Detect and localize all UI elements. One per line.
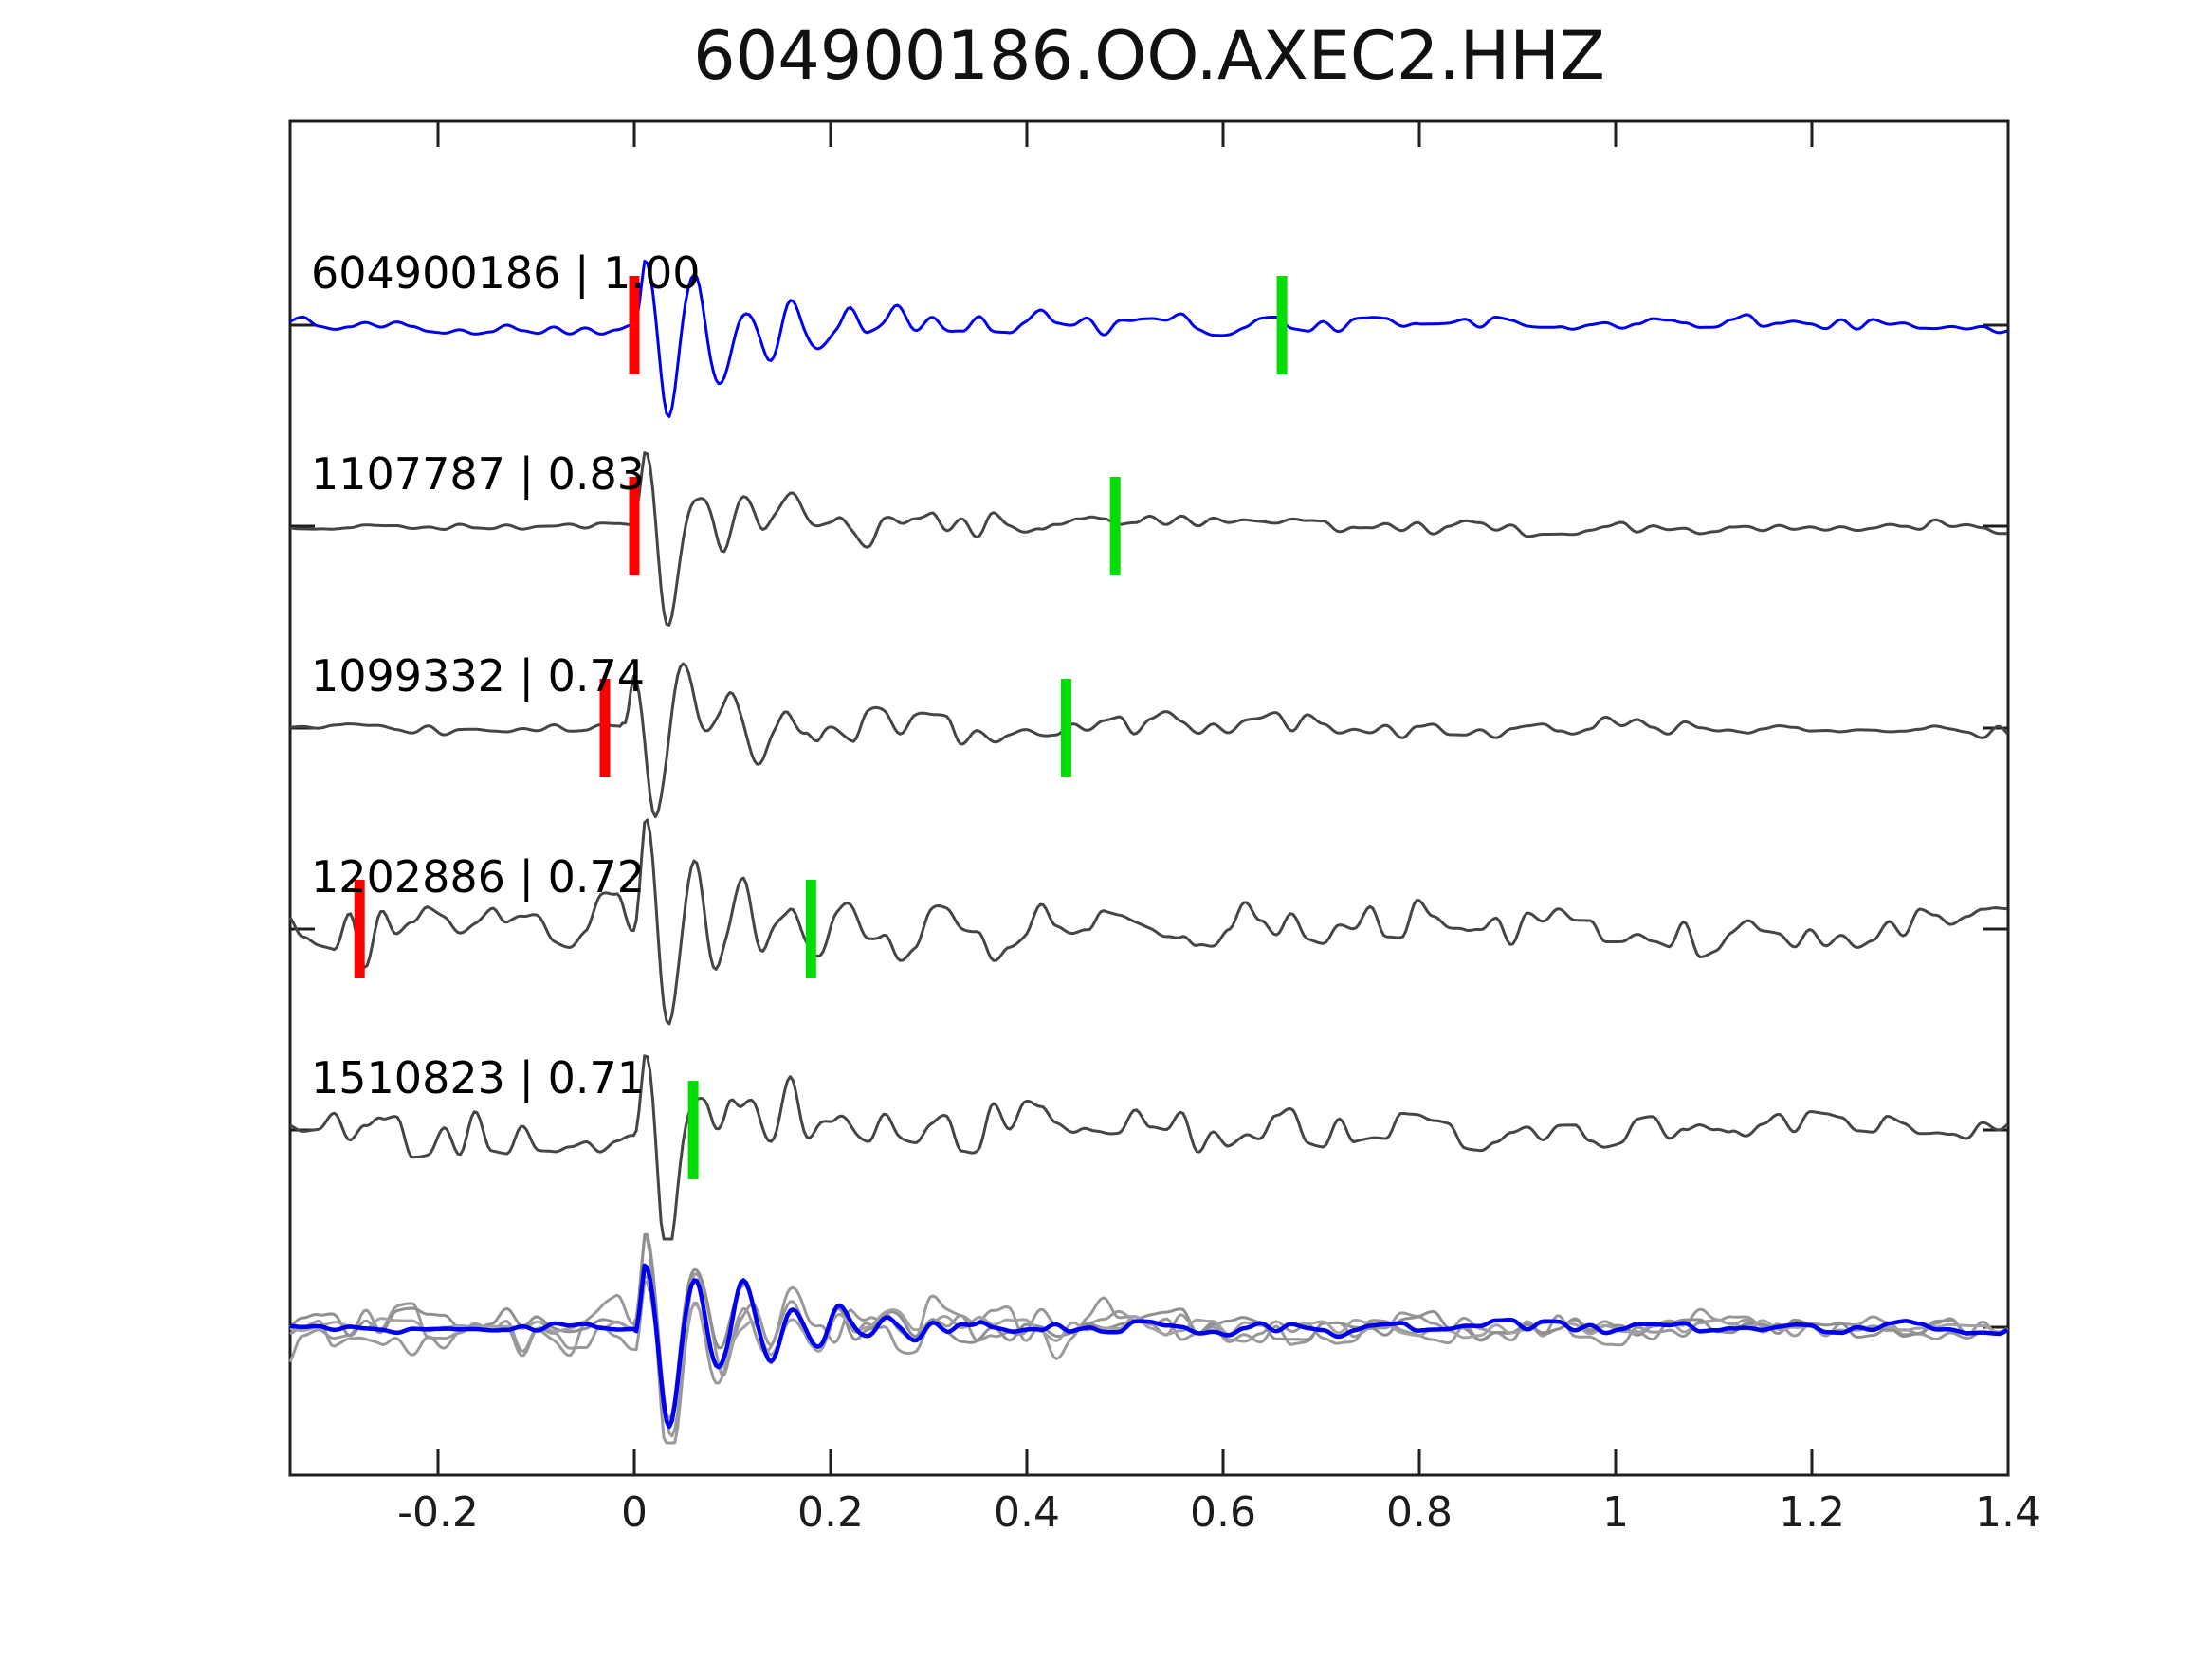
waveform-trace-1202886 — [288, 818, 2008, 1026]
chart-title: 604900186.OO.AXEC2.HHZ — [693, 17, 1605, 95]
waveform-trace-1099332 — [289, 662, 2009, 819]
waveform-trace-604900186 — [289, 259, 2008, 418]
waveform-detection-overlay — [289, 1263, 2009, 1430]
x-tick-label: 0.2 — [797, 1488, 864, 1537]
green-pick-marker-604900186 — [1276, 276, 1288, 374]
waveform-template-overlay-2 — [289, 1280, 2009, 1438]
green-pick-marker-1202886 — [805, 880, 816, 978]
x-tick-label: 1 — [1602, 1488, 1629, 1537]
green-pick-marker-1510823 — [687, 1081, 699, 1179]
red-pick-marker-1202886 — [354, 880, 365, 978]
x-tick-label: 1.4 — [1975, 1488, 2041, 1537]
x-tick-label: 0.4 — [994, 1488, 1060, 1537]
trace-label-1107787: 1107787 | 0.83 — [311, 448, 646, 500]
x-tick-label: 1.2 — [1779, 1488, 1845, 1537]
trace-label-1202886: 1202886 | 0.72 — [311, 851, 646, 902]
red-pick-marker-1107787 — [629, 477, 640, 575]
red-pick-marker-1099332 — [599, 679, 611, 777]
waveform-template-overlay-4 — [289, 1274, 2008, 1423]
x-tick-label: 0.8 — [1386, 1488, 1453, 1537]
x-tick-label: 0.6 — [1190, 1488, 1256, 1537]
green-pick-marker-1099332 — [1060, 679, 1071, 777]
waveform-trace-1510823 — [289, 1054, 2009, 1241]
trace-label-1099332: 1099332 | 0.74 — [311, 650, 646, 702]
trace-label-604900186: 604900186 | 1.00 — [311, 247, 701, 299]
x-tick-label: 0 — [621, 1488, 648, 1537]
waveform-trace-1107787 — [289, 451, 2008, 627]
green-pick-marker-1107787 — [1109, 477, 1121, 575]
axes-border — [288, 119, 2010, 1477]
x-tick-label: -0.2 — [397, 1488, 479, 1537]
red-pick-marker-604900186 — [629, 276, 640, 374]
waveform-template-overlay-1 — [288, 1235, 2009, 1445]
trace-label-1510823: 1510823 | 0.71 — [311, 1052, 646, 1103]
